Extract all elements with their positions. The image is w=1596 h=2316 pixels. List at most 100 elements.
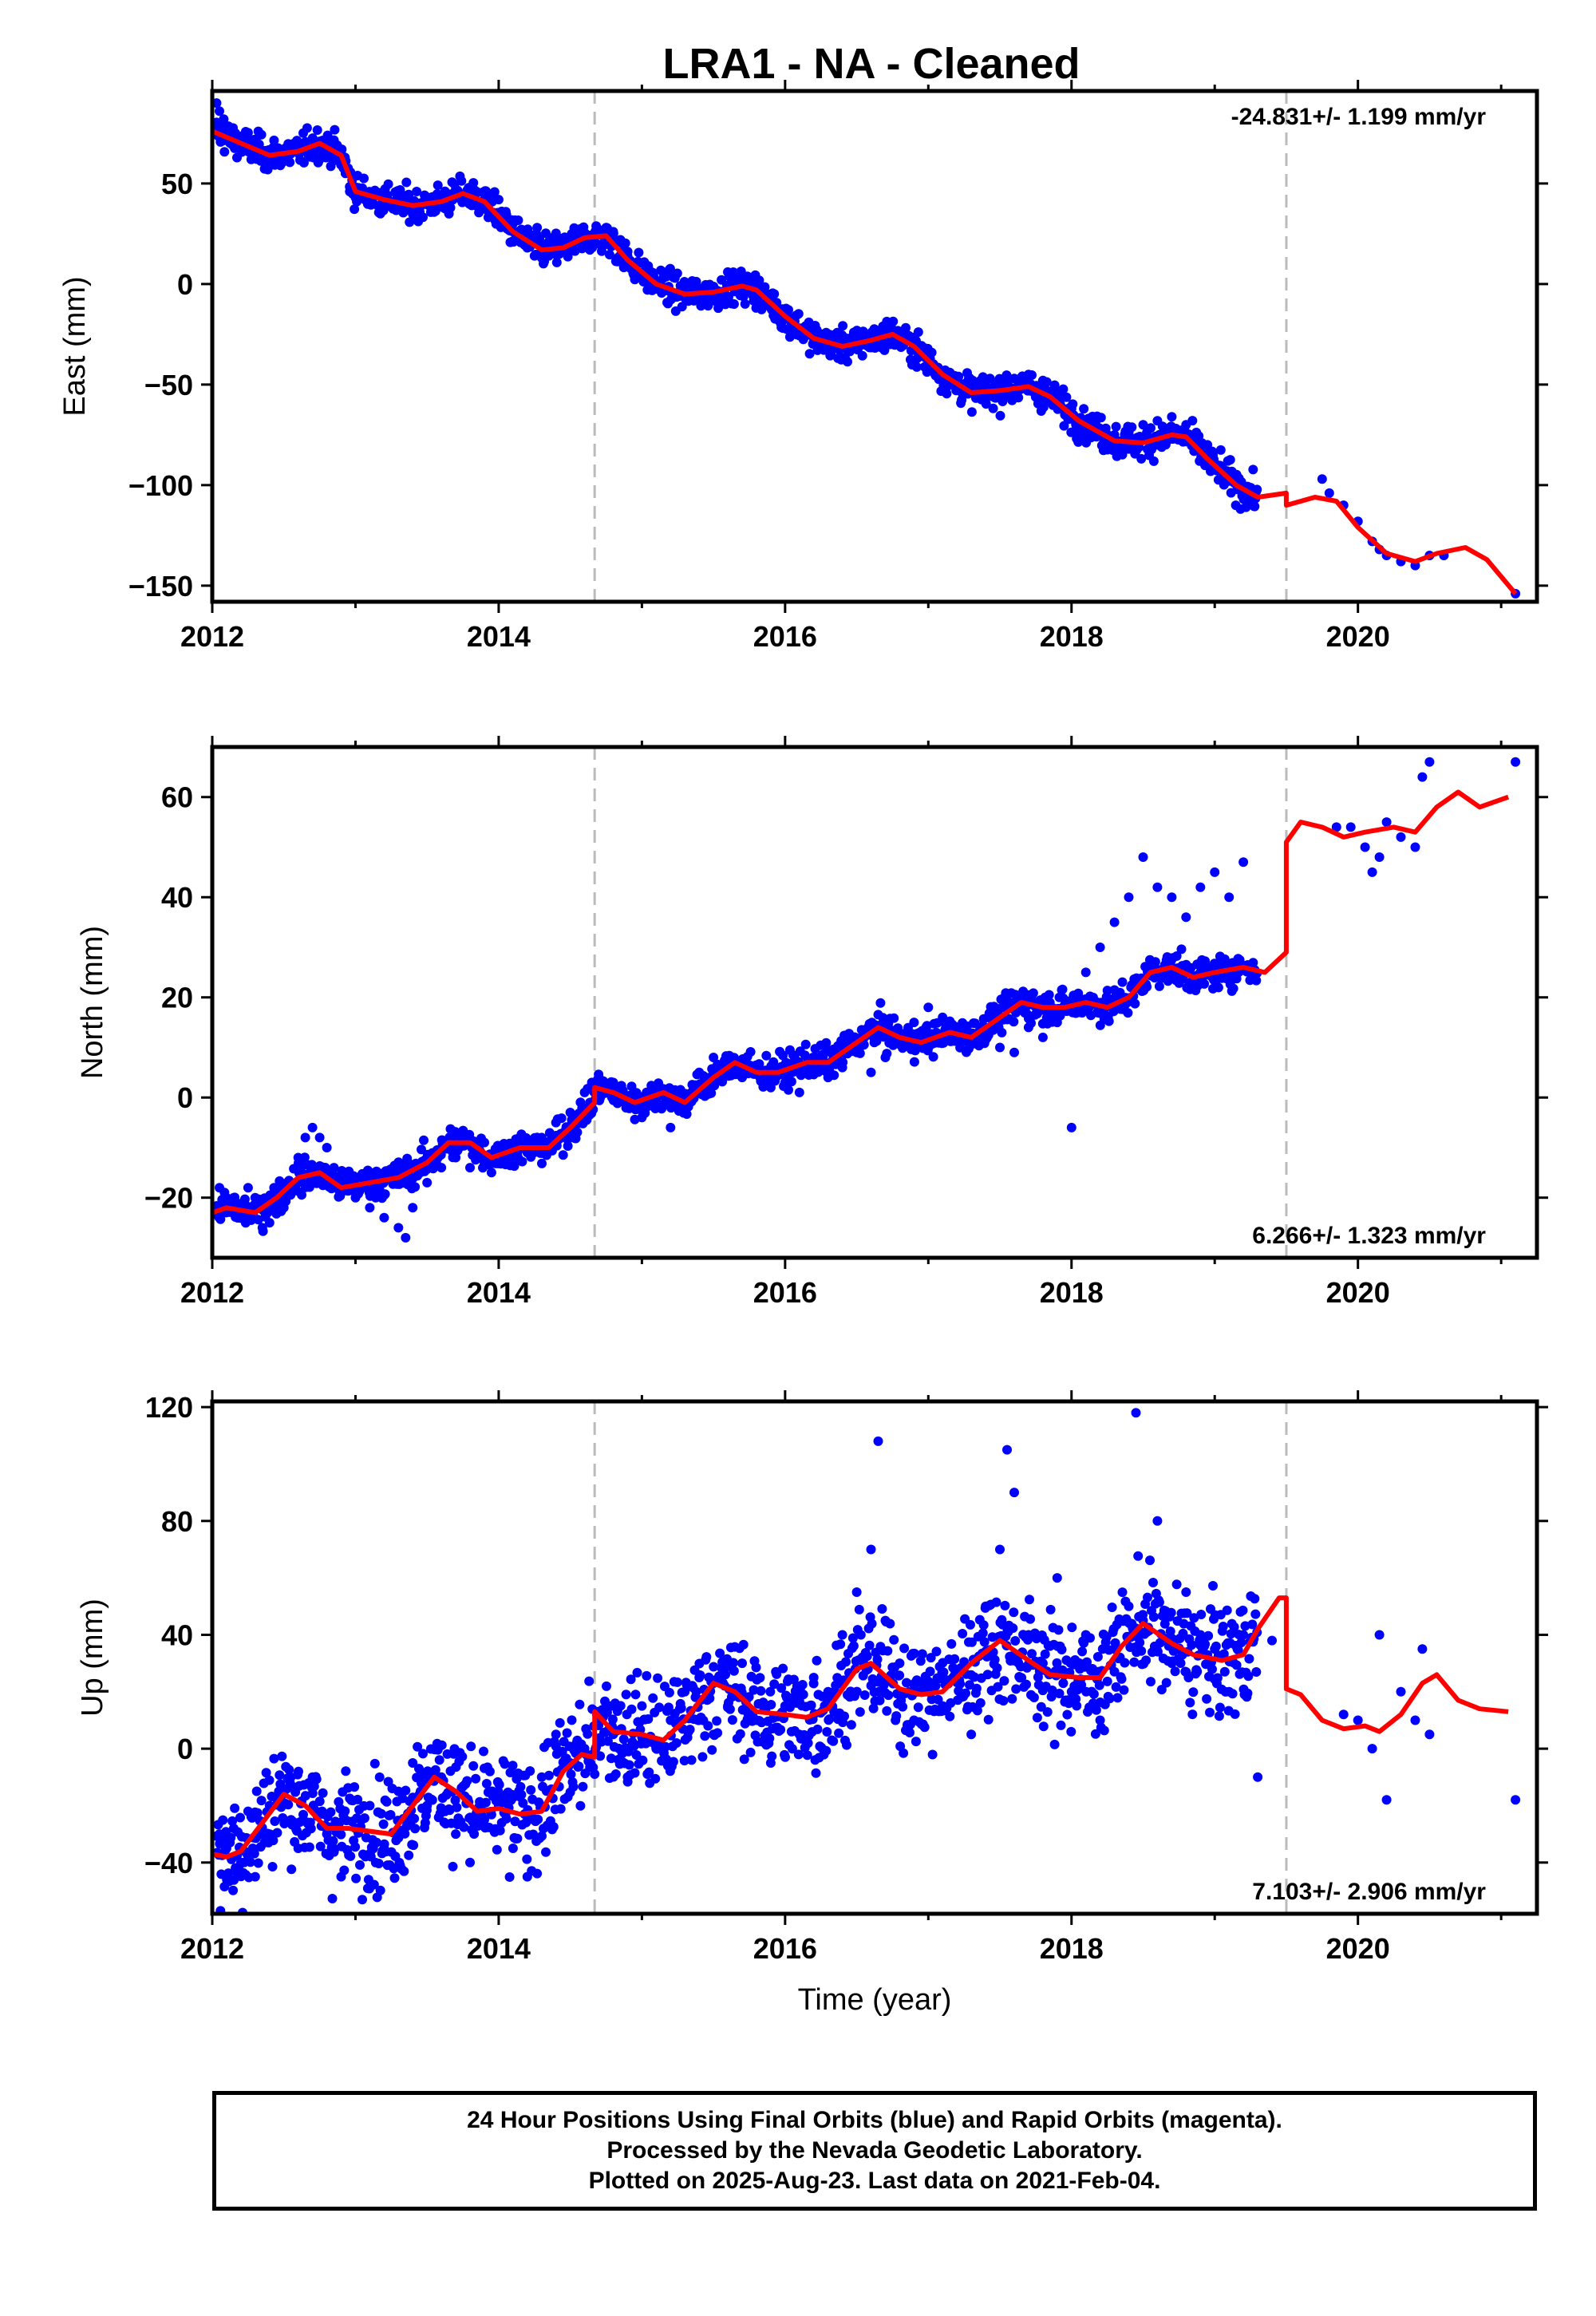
up-position-point [555,1717,565,1728]
up-position-point [663,1702,674,1713]
up-position-point [293,1844,303,1853]
east-position-point [456,176,467,186]
up-position-point [729,1666,739,1676]
up-rate-label: 7.103+/- 2.906 mm/yr [1252,1879,1486,1905]
up-position-point [251,1786,262,1796]
east-position-point [995,410,1005,421]
up-position-point [1231,1660,1242,1670]
north-position-point [297,1190,306,1200]
up-position-point [644,1767,654,1777]
up-position-point [1124,1601,1134,1611]
up-position-point [1143,1592,1152,1603]
up-position-point [991,1597,1001,1607]
north-position-point [1123,1008,1133,1018]
north-position-point [579,1087,590,1097]
up-position-point [508,1844,518,1853]
up-position-point [1052,1573,1062,1583]
up-position-point [1094,1680,1104,1690]
east-position-point [1037,375,1048,385]
up-position-point [1196,1610,1207,1619]
north-position-point [1023,1022,1033,1033]
up-position-point [1367,1744,1377,1754]
up-position-point [1424,1729,1435,1740]
up-position-point [624,1760,634,1770]
up-x-tick-label: 2020 [1326,1932,1390,1965]
up-position-point [385,1810,396,1820]
up-position-point [909,1648,919,1658]
up-position-point [978,1620,989,1630]
up-position-point [568,1781,579,1792]
up-position-point [1008,1623,1018,1634]
up-position-point [522,1854,532,1864]
up-position-point [715,1648,725,1658]
up-position-point [707,1745,717,1755]
up-position-point [721,1670,730,1680]
up-position-point [765,1686,776,1697]
up-position-point [525,1766,535,1777]
up-position-point [841,1657,851,1667]
up-position-point [1189,1613,1199,1623]
up-position-point [548,1822,559,1832]
up-position-point [413,1741,423,1752]
up-position-point [946,1638,957,1649]
east-position-point [843,357,852,367]
up-position-point [797,1680,808,1690]
up-position-point [1183,1673,1194,1682]
east-position-point [1001,370,1012,381]
up-position-point [679,1756,689,1766]
east-position-point [1096,413,1106,423]
up-position-point [466,1741,476,1752]
up-position-point [793,1749,804,1760]
north-position-point [1052,1018,1062,1028]
up-position-point [1175,1658,1186,1668]
east-position-point [672,268,682,279]
up-position-point [264,1775,275,1785]
up-position-point [828,1736,839,1746]
up-position-point [1233,1645,1243,1655]
up-position-point [728,1658,738,1668]
north-position-point [966,1037,977,1048]
north-position-point [437,1163,447,1173]
up-position-point [1182,1608,1192,1618]
up-position-point [966,1729,977,1740]
up-position-point [1159,1618,1170,1629]
up-position-point [626,1704,637,1714]
east-position-point [302,123,312,133]
up-position-point [420,1818,430,1828]
up-position-point [1165,1626,1175,1637]
up-position-point [824,1714,835,1725]
up-position-point [899,1748,909,1758]
north-position-point [1104,1016,1114,1026]
up-position-point [765,1758,776,1768]
up-position-point [930,1681,941,1691]
up-position-point [1338,1709,1349,1720]
up-position-point [1205,1707,1215,1717]
north-x-tick-label: 2016 [753,1276,817,1309]
up-position-point [880,1615,891,1626]
up-position-point [1187,1709,1198,1720]
north-position-point [1424,757,1435,767]
up-position-point [480,1797,491,1808]
up-position-point [1178,1628,1188,1638]
east-position-point [312,125,322,135]
east-position-point [1181,420,1191,430]
east-position-point [215,106,224,117]
north-position-point [537,1158,547,1168]
north-position-point [465,1163,475,1173]
up-position-point [917,1649,927,1659]
north-position-point [909,1057,919,1067]
east-position-point [1215,445,1226,455]
up-position-point [1099,1725,1109,1736]
north-position-point [1367,867,1377,877]
up-position-point [468,1761,479,1771]
north-position-point [1171,951,1182,961]
up-position-point [512,1833,523,1844]
north-position-point [1009,1047,1019,1057]
north-y-tick-label: 40 [161,881,193,914]
up-position-point [1104,1694,1115,1704]
up-position-point [1247,1619,1258,1630]
east-position-point [330,124,340,135]
east-position-point [269,135,279,145]
east-position-point [401,177,412,188]
up-position-point [755,1673,765,1683]
